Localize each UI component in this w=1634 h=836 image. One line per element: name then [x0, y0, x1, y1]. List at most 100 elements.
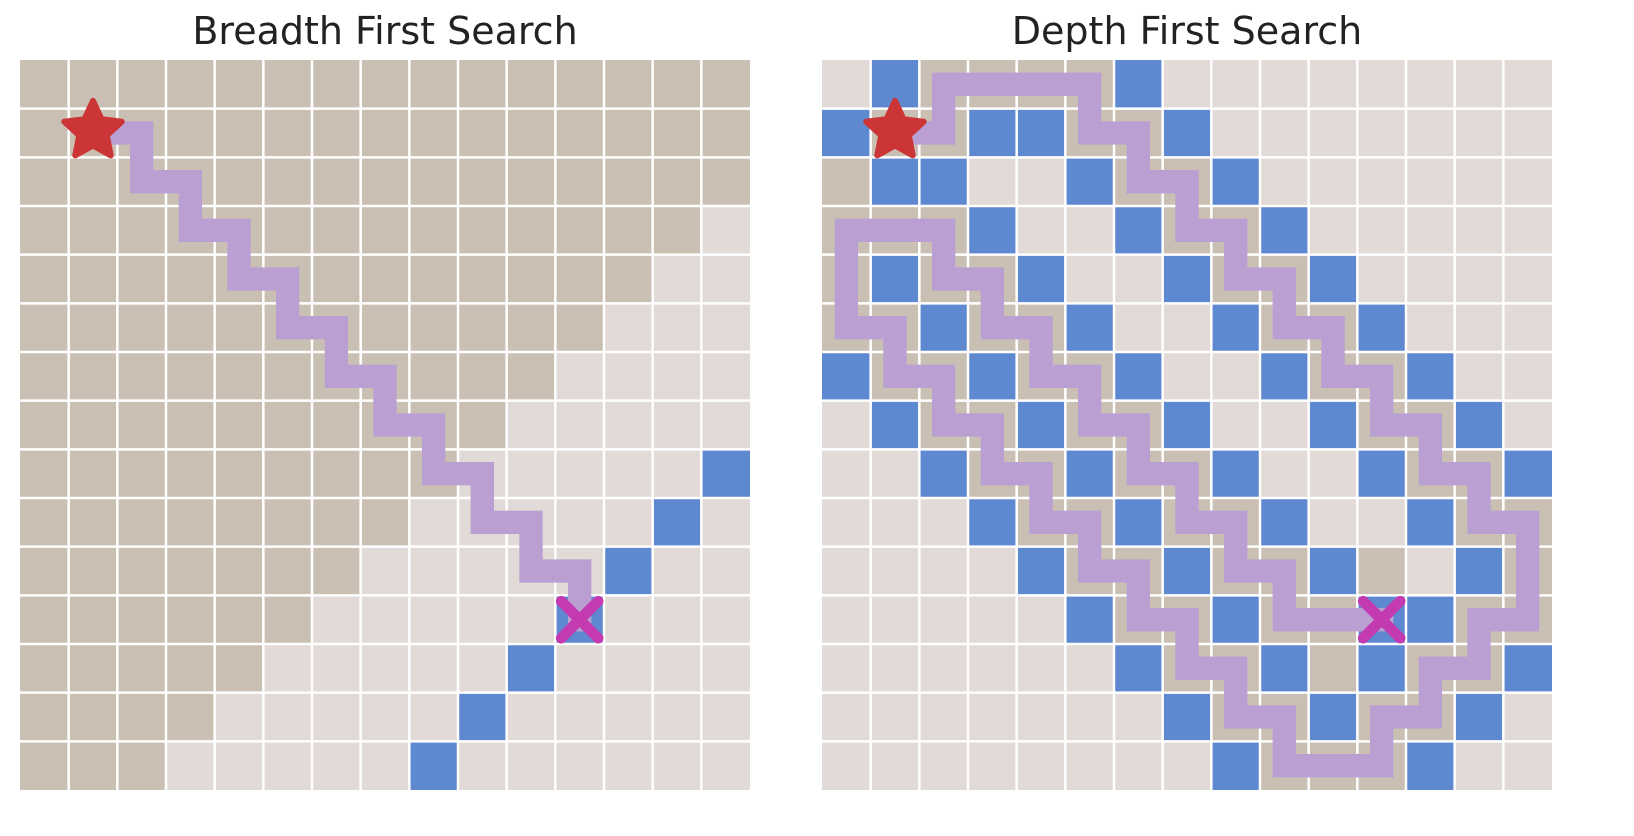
unexplored-cell	[968, 644, 1017, 693]
explored-cell	[263, 546, 312, 596]
explored-cell	[312, 254, 361, 304]
explored-cell	[604, 157, 653, 206]
unexplored-cell	[263, 644, 312, 693]
unexplored-cell	[555, 449, 604, 498]
unexplored-cell	[604, 449, 653, 498]
explored-cell	[20, 60, 69, 109]
unexplored-cell	[1454, 352, 1504, 401]
explored-cell	[20, 352, 69, 401]
frontier-cell	[968, 352, 1017, 401]
explored-cell	[20, 108, 69, 158]
explored-cell	[117, 303, 166, 352]
unexplored-cell	[1503, 206, 1552, 255]
unexplored-cell	[1454, 108, 1504, 158]
unexplored-cell	[701, 644, 750, 693]
unexplored-cell	[1503, 108, 1552, 158]
explored-cell	[263, 595, 312, 644]
unexplored-cell	[458, 741, 507, 790]
unexplored-cell	[555, 644, 604, 693]
explored-cell	[458, 254, 507, 304]
unexplored-cell	[652, 644, 702, 693]
explored-cell	[458, 60, 507, 109]
explored-cell	[117, 498, 166, 547]
unexplored-cell	[506, 449, 556, 498]
explored-cell	[20, 157, 69, 206]
frontier-cell	[1162, 546, 1212, 596]
unexplored-cell	[1406, 303, 1455, 352]
unexplored-cell	[1016, 644, 1066, 693]
explored-cell	[409, 352, 458, 401]
explored-cell	[20, 400, 69, 450]
unexplored-cell	[360, 741, 410, 790]
frontier-cell	[1114, 644, 1163, 693]
unexplored-cell	[1357, 206, 1406, 255]
unexplored-cell	[701, 741, 750, 790]
explored-cell	[68, 206, 118, 255]
frontier-cell	[822, 352, 871, 401]
unexplored-cell	[1016, 157, 1066, 206]
explored-cell	[312, 60, 361, 109]
unexplored-cell	[870, 449, 920, 498]
explored-cell	[117, 449, 166, 498]
unexplored-cell	[1454, 60, 1504, 109]
dfs-title: Depth First Search	[1011, 9, 1363, 53]
frontier-cell	[506, 644, 556, 693]
explored-cell	[263, 449, 312, 498]
frontier-cell	[1065, 595, 1114, 644]
frontier-cell	[1016, 254, 1066, 304]
frontier-cell	[409, 741, 458, 790]
explored-cell	[166, 400, 215, 450]
explored-cell	[20, 206, 69, 255]
frontier-cell	[919, 303, 968, 352]
start-star-icon	[863, 97, 927, 159]
unexplored-cell	[166, 741, 215, 790]
unexplored-cell	[604, 595, 653, 644]
unexplored-cell	[604, 692, 653, 742]
unexplored-cell	[1016, 206, 1066, 255]
unexplored-cell	[822, 546, 871, 596]
frontier-cell	[1357, 449, 1406, 498]
unexplored-cell	[652, 400, 702, 450]
frontier-cell	[1114, 498, 1163, 547]
unexplored-cell	[1162, 352, 1212, 401]
frontier-cell	[1454, 400, 1504, 450]
unexplored-cell	[1114, 254, 1163, 304]
frontier-cell	[1260, 352, 1309, 401]
unexplored-cell	[822, 60, 871, 109]
frontier-cell	[1114, 352, 1163, 401]
unexplored-cell	[1357, 157, 1406, 206]
dfs-grid	[822, 60, 1552, 790]
explored-cell	[117, 400, 166, 450]
unexplored-cell	[360, 644, 410, 693]
explored-cell	[166, 546, 215, 596]
unexplored-cell	[1454, 157, 1504, 206]
unexplored-cell	[506, 400, 556, 450]
frontier-cell	[1406, 741, 1455, 790]
explored-cell	[166, 644, 215, 693]
unexplored-cell	[870, 741, 920, 790]
unexplored-cell	[1065, 692, 1114, 742]
unexplored-cell	[1406, 108, 1455, 158]
unexplored-cell	[919, 498, 968, 547]
frontier-cell	[1357, 303, 1406, 352]
unexplored-cell	[1065, 741, 1114, 790]
unexplored-cell	[1357, 498, 1406, 547]
unexplored-cell	[701, 546, 750, 596]
unexplored-cell	[409, 546, 458, 596]
frontier-cell	[1308, 400, 1358, 450]
unexplored-cell	[652, 254, 702, 304]
explored-cell	[458, 352, 507, 401]
unexplored-cell	[263, 692, 312, 742]
explored-cell	[117, 254, 166, 304]
unexplored-cell	[919, 595, 968, 644]
explored-cell	[214, 352, 264, 401]
unexplored-cell	[312, 644, 361, 693]
explored-cell	[506, 60, 556, 109]
explored-cell	[20, 254, 69, 304]
frontier-cell	[1162, 400, 1212, 450]
explored-cell	[409, 206, 458, 255]
unexplored-cell	[1406, 206, 1455, 255]
unexplored-cell	[919, 692, 968, 742]
explored-cell	[214, 157, 264, 206]
frontier-cell	[1211, 741, 1260, 790]
